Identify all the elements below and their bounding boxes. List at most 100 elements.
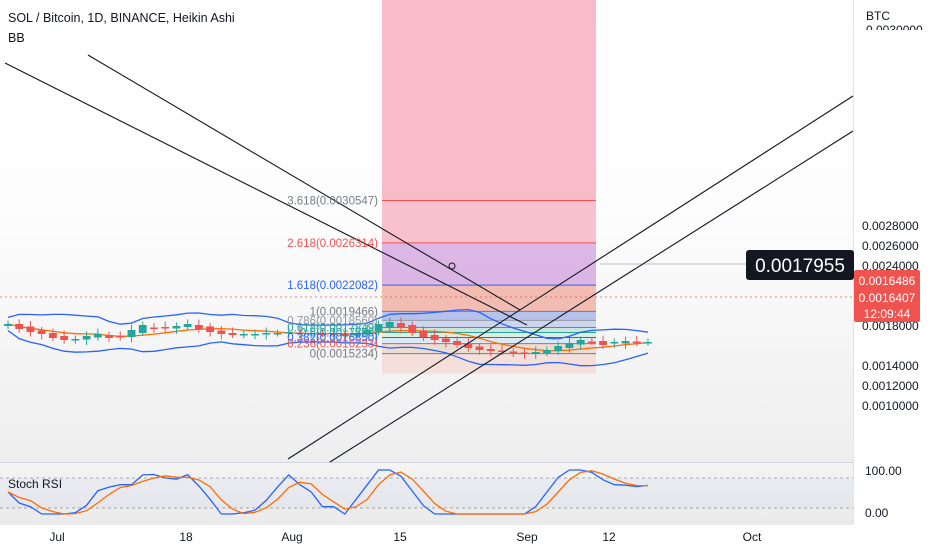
- candle-body: [37, 330, 46, 334]
- price-tick-label: 0.0014000: [862, 359, 919, 373]
- candle-body: [430, 335, 439, 340]
- trend-line-down-1[interactable]: [4, 62, 528, 326]
- time-axis-label: 15: [393, 530, 407, 544]
- trend-line-anchor[interactable]: [448, 262, 456, 270]
- candle-body: [262, 333, 271, 335]
- price-tick-label: 0.0024000: [862, 259, 919, 273]
- bollinger-bands: [7, 308, 649, 367]
- cursor-price-badge: 0.0017955: [746, 250, 854, 280]
- bb-lower-band: [7, 330, 649, 367]
- candle-body: [194, 325, 203, 329]
- candle-body: [632, 341, 641, 343]
- candle-body: [26, 326, 35, 332]
- fib-zone: [382, 285, 596, 312]
- candle-body: [374, 324, 383, 332]
- candle-body: [531, 352, 540, 354]
- fib-zone: [382, 320, 596, 328]
- fib-level-label: 3.618(0.0030547): [287, 196, 378, 208]
- fib-level-label: 1.618(0.0022082): [287, 280, 378, 292]
- fib-level-label: 0.236(0.0016233): [287, 339, 378, 351]
- candle-body: [4, 324, 12, 326]
- candle-body: [161, 327, 170, 329]
- time-axis-label: 18: [179, 530, 193, 544]
- fib-zone-top: [382, 0, 596, 201]
- price-badge-upper: 0.0016486: [859, 274, 916, 288]
- trend-lines[interactable]: [4, 54, 854, 463]
- stoch-tick-0: 0.00: [865, 506, 889, 520]
- cursor-price-text: 0.0017955: [755, 256, 845, 277]
- stoch-k-line: [7, 469, 649, 515]
- candle-body: [475, 346, 484, 350]
- candle-body: [93, 334, 102, 338]
- candle-body: [419, 330, 428, 337]
- candle-body: [576, 340, 585, 345]
- candle-body: [183, 324, 192, 327]
- trend-line-up-2[interactable]: [329, 130, 854, 463]
- bb-basis-line: [7, 323, 649, 352]
- fib-labels: 3.618(0.0030547) 2.618(0.0026314) 1.618(0.…: [287, 196, 378, 361]
- candle-body: [138, 325, 147, 333]
- candle-body: [239, 334, 248, 336]
- candle-body: [397, 323, 405, 328]
- candle-body: [340, 334, 349, 336]
- candle-body: [127, 330, 136, 337]
- candle-body: [498, 350, 506, 352]
- fib-zone: [382, 242, 596, 286]
- candle-body: [15, 324, 24, 329]
- candle-body: [352, 333, 360, 336]
- candle-body: [441, 338, 450, 342]
- candle-body: [318, 333, 327, 335]
- candle-body: [565, 343, 574, 348]
- candle-body: [284, 332, 293, 334]
- price-tick-label: 0.0028000: [862, 219, 919, 233]
- stoch-rsi-pane: Stoch RSI: [0, 469, 853, 515]
- symbol-title[interactable]: SOL / Bitcoin, 1D, BINANCE, Heikin Ashi: [8, 11, 235, 25]
- indicator-label-bb[interactable]: BB: [8, 31, 25, 45]
- candle-body: [217, 330, 226, 334]
- time-axis-bg: [0, 525, 853, 550]
- fib-zones: [382, 0, 596, 374]
- fib-level-label: 2.618(0.0026314): [287, 238, 378, 250]
- price-axis-unit: BTC: [866, 9, 890, 23]
- candle-body: [228, 333, 237, 335]
- price-tick-label: 0.0010000: [862, 399, 919, 413]
- candle-body: [408, 325, 417, 333]
- candles: [4, 317, 652, 359]
- stoch-rsi-label: Stoch RSI: [8, 477, 62, 491]
- trend-line-up-1[interactable]: [287, 95, 854, 460]
- candle-body: [363, 330, 372, 335]
- candle-body: [385, 322, 394, 327]
- candle-body: [554, 346, 563, 351]
- candle-body: [82, 336, 91, 340]
- candle-body: [610, 342, 619, 344]
- candle-body: [486, 349, 495, 351]
- candle-body: [307, 333, 316, 335]
- candle-body: [296, 332, 304, 334]
- candle-body: [60, 336, 69, 340]
- price-badge-stack: 0.0016486 0.0016407 12:09:44: [854, 270, 920, 322]
- trend-line-down-2[interactable]: [87, 54, 521, 311]
- fib-level-label: 0(0.0015234): [310, 349, 379, 361]
- candle-body: [587, 341, 596, 343]
- candle-body: [509, 351, 518, 353]
- candle-body: [273, 333, 282, 335]
- fib-zone: [382, 343, 596, 354]
- time-axis[interactable]: Jul 18 Aug 15 Sep 12 Oct: [49, 530, 762, 544]
- candle-body: [251, 334, 259, 336]
- stoch-tick-100: 100.00: [865, 464, 902, 478]
- candle-body: [329, 333, 338, 335]
- fib-zone: [382, 332, 596, 338]
- candle-body: [172, 326, 181, 329]
- candle-body: [464, 343, 473, 348]
- candle-body: [105, 335, 113, 338]
- fib-zone: [382, 311, 596, 321]
- time-axis-label: Sep: [516, 530, 538, 544]
- price-badge-bg: [854, 270, 920, 322]
- candle-body: [520, 352, 529, 354]
- bb-upper-band: [7, 308, 649, 340]
- fib-level-label: 0.618(0.0017849): [287, 323, 378, 335]
- fib-zone-bottom: [382, 353, 596, 374]
- time-axis-label: Aug: [281, 530, 302, 544]
